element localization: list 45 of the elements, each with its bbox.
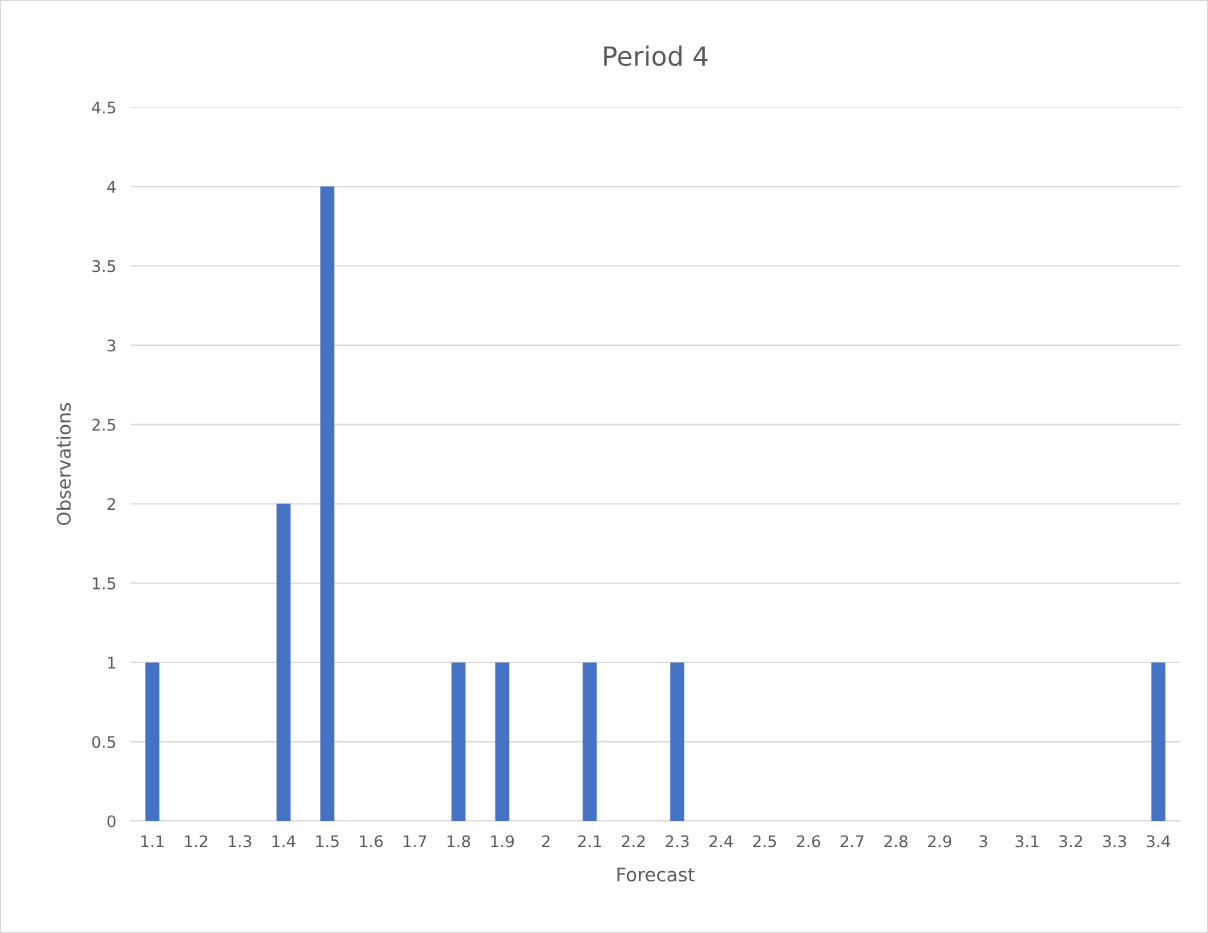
- x-tick-label: 2: [542, 835, 550, 848]
- bar: [276, 503, 291, 822]
- x-tick-label: 3: [979, 835, 988, 848]
- y-tick-label: 2.5: [92, 418, 116, 431]
- x-tick-label: 3.4: [1146, 835, 1171, 848]
- bar: [495, 662, 510, 822]
- x-tick-label: 1.8: [447, 835, 471, 848]
- y-tick-label: 1: [108, 656, 116, 669]
- x-tick-label: 1.7: [403, 835, 427, 848]
- x-tick-label: 3.2: [1059, 835, 1082, 848]
- bar: [670, 662, 685, 822]
- bar: [451, 662, 466, 822]
- x-tick-label: 2.7: [840, 835, 864, 848]
- x-tick-label: 2.1: [578, 835, 601, 848]
- x-tick-label: 2.3: [665, 835, 689, 848]
- x-tick-label: 1.1: [141, 835, 164, 848]
- chart-title: Period 4: [604, 45, 708, 66]
- y-tick-label: 4: [107, 181, 116, 193]
- bar: [1151, 662, 1166, 822]
- x-tick-label: 1.6: [360, 835, 383, 848]
- x-tick-label: 2.4: [709, 835, 733, 848]
- bar: [145, 662, 160, 822]
- y-tick-label: 4.5: [91, 101, 116, 114]
- x-tick-label: 3.1: [1015, 835, 1039, 848]
- y-tick-label: 0: [107, 815, 116, 828]
- x-axis-title: Forecast: [617, 867, 695, 882]
- x-tick-label: 1.4: [272, 835, 296, 848]
- x-tick-label: 1.9: [491, 835, 514, 848]
- x-tick-label: 2.2: [621, 835, 645, 848]
- bar: [320, 186, 335, 822]
- y-tick-label: 2: [107, 498, 115, 510]
- y-tick-label: 3.5: [92, 260, 116, 273]
- bar: [582, 662, 597, 822]
- x-tick-label: 1.5: [316, 835, 339, 848]
- x-tick-label: 2.8: [884, 835, 908, 848]
- y-tick-label: 1.5: [92, 577, 116, 590]
- x-tick-label: 2.6: [796, 835, 821, 848]
- x-tick-label: 1.2: [185, 835, 208, 848]
- x-tick-label: 2.5: [753, 835, 776, 848]
- x-tick-label: 1.3: [228, 835, 252, 848]
- x-tick-label: 2.9: [928, 835, 952, 848]
- y-tick-label: 3: [107, 339, 116, 352]
- x-tick-label: 3.3: [1103, 835, 1127, 848]
- y-axis-title: Observations: [56, 403, 71, 526]
- y-tick-label: 0.5: [92, 735, 116, 749]
